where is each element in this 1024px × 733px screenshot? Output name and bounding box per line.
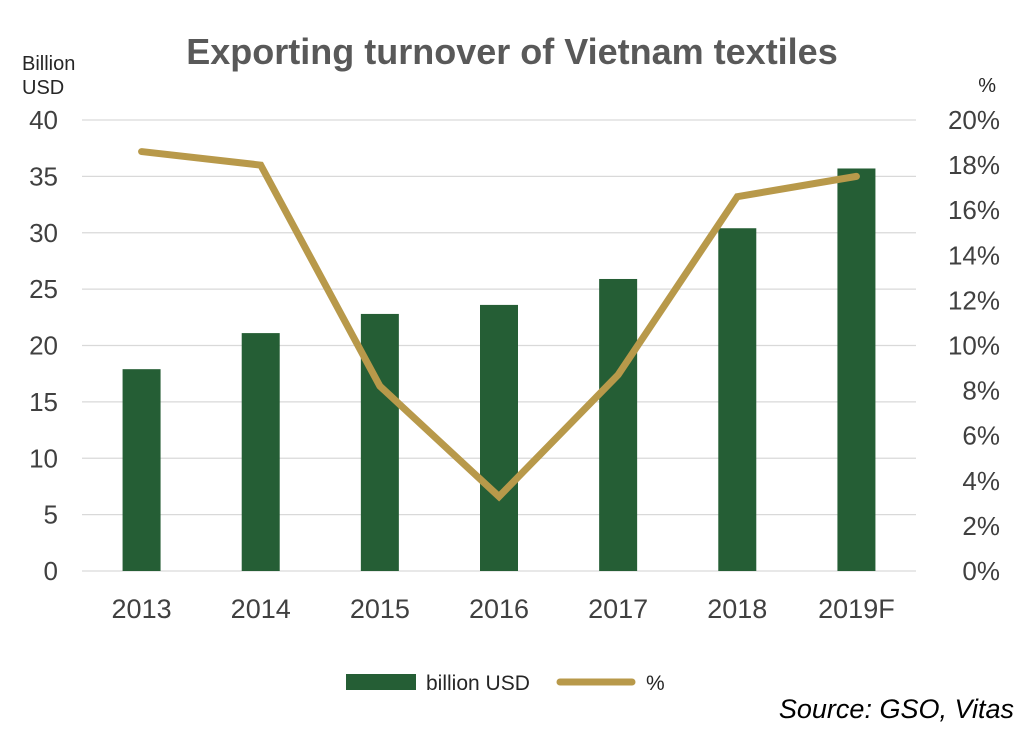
legend: billion USD % xyxy=(346,672,665,695)
category-label: 2013 xyxy=(112,594,172,624)
category-label: 2018 xyxy=(707,594,767,624)
right-tick-label: 14% xyxy=(948,240,1000,270)
category-label: 2015 xyxy=(350,594,410,624)
right-tick-label: 6% xyxy=(962,421,1000,451)
right-tick-label: 20% xyxy=(948,105,1000,135)
bar-2013 xyxy=(122,369,161,571)
left-tick-label: 5 xyxy=(44,500,58,530)
bar-2015 xyxy=(360,313,399,571)
left-axis-unit-line-1: Billion xyxy=(22,53,75,75)
left-tick-label: 25 xyxy=(29,274,58,304)
category-label: 2016 xyxy=(469,594,529,624)
source-note: Source: GSO, Vitas xyxy=(779,694,1014,724)
bar-2019F xyxy=(837,168,876,572)
line-series xyxy=(138,148,860,502)
category-label: 2017 xyxy=(588,594,648,624)
left-tick-label: 10 xyxy=(29,443,58,473)
right-tick-label: 0% xyxy=(962,556,1000,586)
right-axis-unit: % xyxy=(978,75,996,97)
category-labels: 2013 2014 2015 2016 2017 2018 2019F xyxy=(112,594,895,624)
left-tick-label: 30 xyxy=(29,218,58,248)
chart-title: Exporting turnover of Vietnam textiles xyxy=(186,31,837,72)
legend-label-bar: billion USD xyxy=(426,672,530,695)
legend-label-line: % xyxy=(646,672,665,695)
bar-2018 xyxy=(718,228,757,572)
category-label: 2014 xyxy=(231,594,291,624)
left-tick-label: 40 xyxy=(29,105,58,135)
left-tick-label: 35 xyxy=(29,161,58,191)
bar-2017 xyxy=(599,278,638,571)
right-tick-label: 10% xyxy=(948,331,1000,361)
right-axis-ticks: 0% 2% 4% 6% 8% 10% 12% 14% 16% 18% 20% xyxy=(948,105,1000,586)
right-tick-label: 18% xyxy=(948,150,1000,180)
right-tick-label: 12% xyxy=(948,285,1000,315)
bar-series xyxy=(122,168,876,572)
left-tick-label: 20 xyxy=(29,331,58,361)
right-tick-label: 16% xyxy=(948,195,1000,225)
bar-2014 xyxy=(241,333,280,571)
left-axis-unit-line-2: USD xyxy=(22,77,64,99)
left-axis-ticks: 0 5 10 15 20 25 30 35 40 xyxy=(29,105,58,586)
right-tick-label: 4% xyxy=(962,466,1000,496)
right-tick-label: 8% xyxy=(962,376,1000,406)
category-label: 2019F xyxy=(818,594,895,624)
right-tick-label: 2% xyxy=(962,511,1000,541)
legend-swatch-bar xyxy=(346,674,416,690)
left-tick-label: 15 xyxy=(29,387,58,417)
bar-2016 xyxy=(480,304,518,571)
left-tick-label: 0 xyxy=(44,556,58,586)
